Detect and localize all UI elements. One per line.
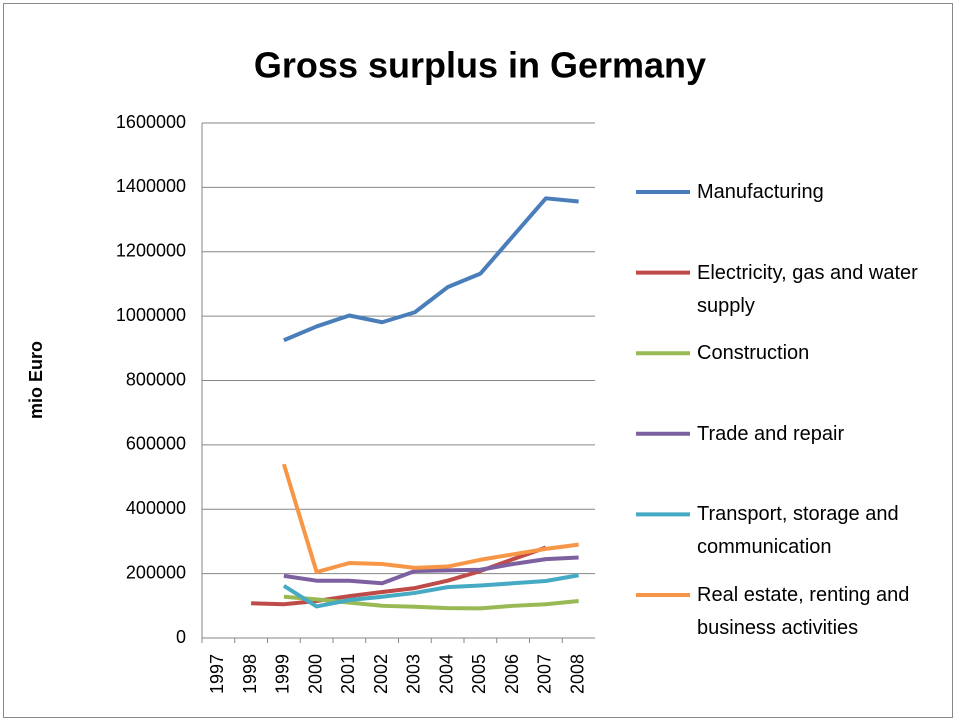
legend-label: Construction [697,342,810,365]
series-line [283,594,579,611]
x-tick-label: 2007 [535,654,555,694]
x-tick-label: 1997 [207,654,227,694]
y-tick-label: 1600000 [116,112,186,132]
y-tick-label: 600000 [126,434,186,454]
legend-label: Manufacturing [697,181,824,203]
legend-label: Real estate, renting and business activi… [697,584,910,639]
x-tick-label: 2006 [502,654,522,694]
x-tick-label: 1998 [240,654,260,694]
x-tick-label: 2003 [404,654,424,694]
x-tick-label: 2002 [371,654,391,694]
series-line [282,573,579,609]
x-tick-label: 2005 [469,654,489,694]
series-line [281,463,579,575]
x-tick-label: 2001 [338,654,358,694]
series-line [283,196,579,343]
legend-label: Electricity, gas and water supply [697,261,918,317]
legend-label: Trade and repair [697,422,845,445]
y-tick-label: 0 [176,627,186,647]
y-tick-label: 800000 [126,369,186,389]
y-tick-label: 200000 [126,562,186,582]
chart-title: Gross surplus in Germany [254,45,706,86]
x-tick-label: 2008 [567,654,587,694]
y-tick-label: 400000 [126,498,186,518]
x-tick-label: 2004 [436,654,456,694]
series-line [283,555,579,586]
y-axis-label: mio Euro [26,341,46,419]
chart-border [3,3,953,718]
x-tick-label: 2000 [305,654,325,694]
legend-label: Transport, storage and communication [697,503,899,559]
x-tick-label: 1999 [273,654,293,694]
y-tick-label: 1000000 [116,305,186,325]
y-tick-label: 1200000 [116,241,186,261]
y-tick-label: 1400000 [116,176,186,196]
